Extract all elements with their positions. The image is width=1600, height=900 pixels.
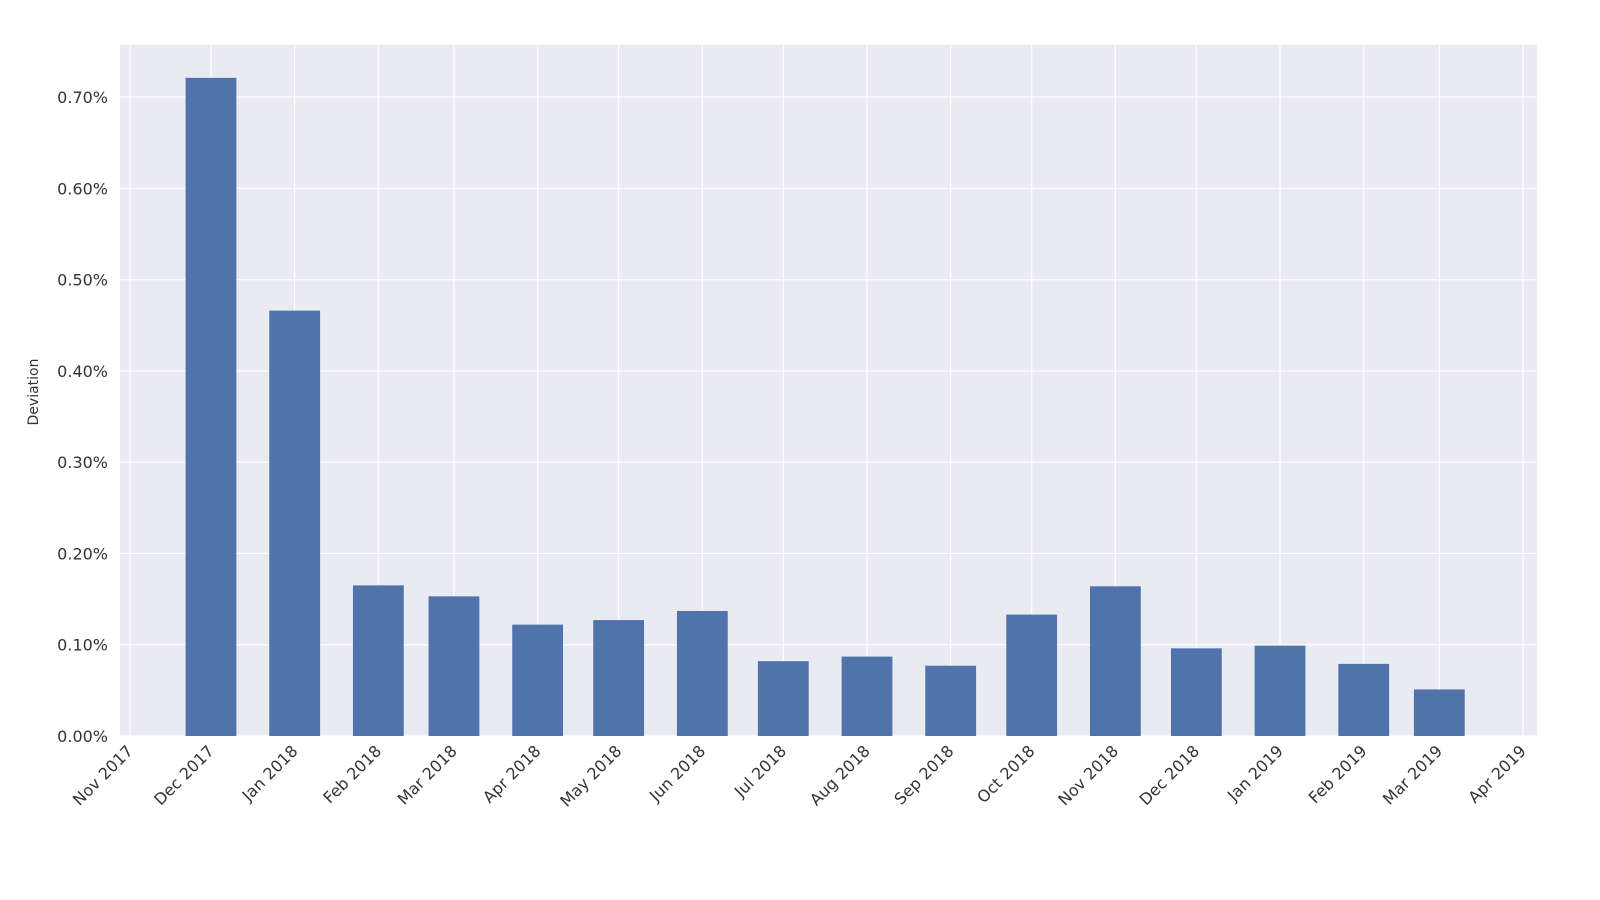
bar bbox=[185, 77, 237, 736]
bar bbox=[1006, 614, 1058, 736]
bar bbox=[428, 596, 480, 736]
x-tick-label: Feb 2019 bbox=[1305, 741, 1371, 807]
x-tick-label: Apr 2019 bbox=[1464, 741, 1529, 806]
y-tick-label: 0.20% bbox=[57, 544, 108, 563]
bar bbox=[1338, 663, 1390, 736]
x-tick-label: Nov 2018 bbox=[1054, 741, 1122, 809]
bar bbox=[512, 624, 564, 736]
bar bbox=[352, 585, 404, 736]
bar bbox=[1170, 648, 1222, 736]
bar bbox=[269, 310, 321, 736]
x-tick-label: Mar 2018 bbox=[394, 741, 461, 808]
y-tick-label: 0.10% bbox=[57, 636, 108, 655]
bar bbox=[1254, 645, 1306, 736]
x-tick-label: Jan 2019 bbox=[1223, 741, 1287, 805]
x-tick-label: Feb 2018 bbox=[319, 741, 385, 807]
bar bbox=[1413, 689, 1465, 736]
bar bbox=[593, 620, 645, 736]
x-tick-label: May 2018 bbox=[556, 741, 625, 810]
bar bbox=[676, 610, 728, 736]
bar bbox=[925, 665, 977, 736]
bar bbox=[1089, 586, 1141, 736]
x-tick-label: Mar 2019 bbox=[1379, 741, 1446, 808]
x-tick-label: Jun 2018 bbox=[645, 741, 709, 805]
x-tick-label: Jul 2018 bbox=[730, 741, 790, 801]
x-tick-label: Oct 2018 bbox=[973, 741, 1038, 806]
x-tick-label: Aug 2018 bbox=[806, 741, 874, 809]
y-tick-label: 0.50% bbox=[57, 271, 108, 290]
x-tick-label: Apr 2018 bbox=[479, 741, 544, 806]
y-tick-label: 0.40% bbox=[57, 362, 108, 381]
y-tick-label: 0.00% bbox=[57, 727, 108, 746]
x-tick-label: Jan 2018 bbox=[238, 741, 302, 805]
bar bbox=[841, 656, 893, 736]
bar bbox=[757, 661, 809, 736]
x-tick-label: Nov 2017 bbox=[69, 741, 137, 809]
x-tick-label: Dec 2017 bbox=[150, 741, 218, 809]
y-tick-label: 0.30% bbox=[57, 453, 108, 472]
y-axis-label: Deviation bbox=[26, 359, 42, 426]
y-tick-label: 0.60% bbox=[57, 179, 108, 198]
y-tick-label: 0.70% bbox=[57, 88, 108, 107]
x-tick-label: Sep 2018 bbox=[890, 741, 957, 808]
plot-area bbox=[120, 45, 1537, 736]
x-tick-label: Dec 2018 bbox=[1135, 741, 1203, 809]
